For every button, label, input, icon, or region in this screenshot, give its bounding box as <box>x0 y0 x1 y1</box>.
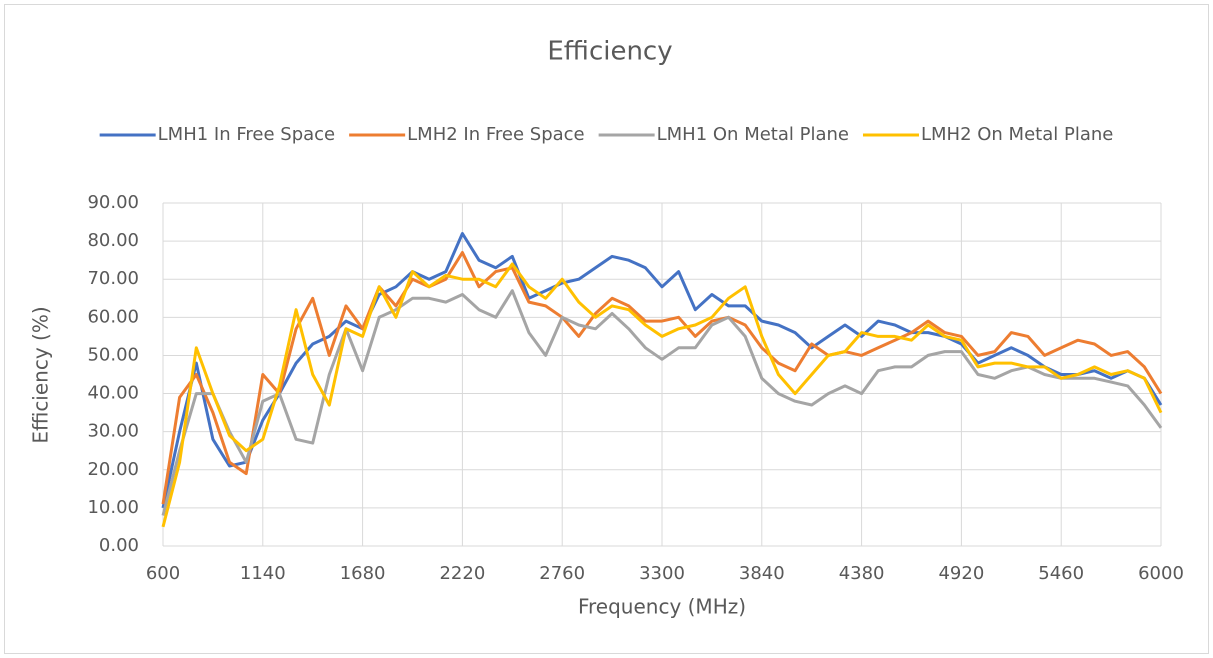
x-tick-label: 3840 <box>739 563 785 584</box>
y-tick-label: 60.00 <box>87 306 139 327</box>
x-tick-label: 4380 <box>839 563 885 584</box>
chart-frame <box>4 4 1209 654</box>
x-tick-label: 600 <box>146 563 180 584</box>
y-tick-label: 70.00 <box>87 268 139 289</box>
x-tick-label: 4920 <box>938 563 984 584</box>
y-tick-label: 10.00 <box>87 497 139 518</box>
series-line <box>161 262 1163 528</box>
chart-title: Efficiency <box>547 37 672 67</box>
legend-label: LMH2 In Free Space <box>407 124 584 145</box>
x-tick-label: 5460 <box>1038 563 1084 584</box>
y-tick-label: 90.00 <box>87 192 139 213</box>
y-tick-label: 80.00 <box>87 230 139 251</box>
legend-label: LMH1 On Metal Plane <box>657 124 849 145</box>
x-tick-label: 1680 <box>340 563 386 584</box>
series-line <box>161 251 1163 505</box>
x-tick-label: 1140 <box>240 563 286 584</box>
x-tick-label: 2220 <box>439 563 485 584</box>
x-tick-label: 2760 <box>539 563 585 584</box>
series-line <box>161 289 1163 516</box>
x-tick-label: 3300 <box>639 563 685 584</box>
x-tick-label: 6000 <box>1138 563 1184 584</box>
x-axis-label: Frequency (MHz) <box>578 595 746 619</box>
series-line <box>161 232 1163 509</box>
y-axis-label: Efficiency (%) <box>29 306 53 443</box>
y-tick-label: 0.00 <box>99 535 139 556</box>
y-tick-label: 50.00 <box>87 344 139 365</box>
y-tick-label: 30.00 <box>87 421 139 442</box>
y-tick-label: 20.00 <box>87 459 139 480</box>
y-tick-label: 40.00 <box>87 383 139 404</box>
legend-label: LMH1 In Free Space <box>158 124 335 145</box>
legend-label: LMH2 On Metal Plane <box>921 124 1113 145</box>
